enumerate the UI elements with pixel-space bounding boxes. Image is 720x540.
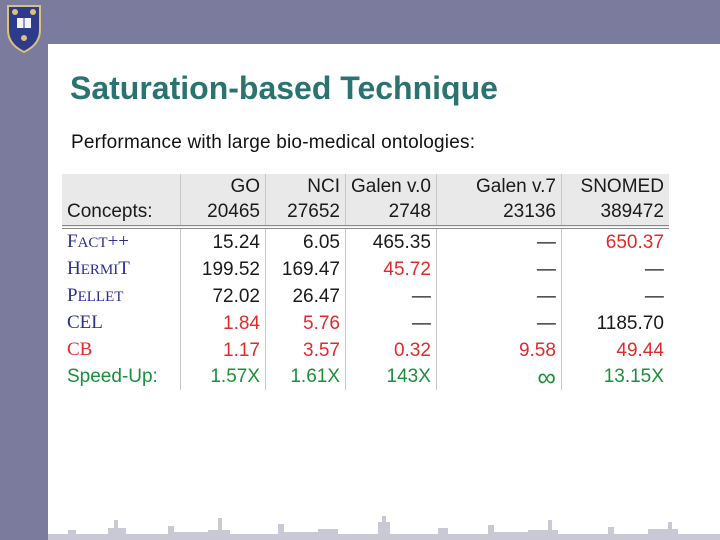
infinity-symbol: ∞	[435, 364, 562, 390]
table-cell: —	[435, 227, 562, 256]
table-cell-highlight: 9.58	[435, 337, 562, 364]
table-cell: 465.35	[345, 227, 437, 256]
row-label: Speed-Up:	[67, 366, 158, 387]
table-cell-highlight: 5.76	[265, 310, 346, 337]
table-cell-highlight: 0.32	[345, 337, 437, 364]
table-cell-highlight: 650.37	[560, 227, 669, 256]
table-cell: —	[345, 283, 437, 310]
table-row: HERMIT 199.52 169.47 45.72 — —	[62, 256, 669, 283]
city-skyline-decoration	[48, 516, 720, 540]
reasoner-name-part: ERMI	[80, 262, 119, 278]
table-cell: 389472	[560, 199, 669, 229]
table-row: CB 1.17 3.57 0.32 9.58 49.44	[62, 337, 669, 364]
top-banner	[0, 0, 720, 44]
table-row: PELLET 72.02 26.47 — — —	[62, 283, 669, 310]
table-cell-speedup: 1.57X	[180, 364, 266, 390]
table-cell-highlight: 45.72	[345, 256, 437, 283]
reasoner-name-part: F	[67, 231, 78, 252]
table-header-row: GO NCI Galen v.0 Galen v.7 SNOMED	[62, 174, 669, 199]
reasoner-name: HERMIT	[62, 256, 181, 283]
table-cell: 169.47	[265, 256, 346, 283]
reasoner-name-part: ELLET	[77, 289, 124, 305]
reasoner-name-part: CEL	[67, 312, 103, 333]
reasoner-name-part: CB	[67, 339, 93, 360]
table-cell-highlight: 3.57	[265, 337, 346, 364]
table-cell: 15.24	[180, 227, 266, 256]
reasoner-name-part: H	[67, 258, 81, 279]
table-cell: —	[435, 256, 562, 283]
table-cell: 6.05	[265, 227, 346, 256]
reasoner-name: FACT++	[62, 227, 181, 256]
reasoner-name: CEL	[62, 310, 181, 337]
table-cell-speedup: 143X	[345, 364, 437, 390]
table-cell-highlight: 49.44	[560, 337, 669, 364]
table-cell: 26.47	[265, 283, 346, 310]
table-cell: 20465	[180, 199, 266, 229]
table-row: FACT++ 15.24 6.05 465.35 — 650.37	[62, 227, 669, 256]
table-row: CEL 1.84 5.76 — — 1185.70	[62, 310, 669, 337]
table-cell-speedup: 13.15X	[560, 364, 669, 390]
row-label: Concepts:	[62, 199, 181, 229]
slide-subtitle: Performance with large bio-medical ontol…	[71, 132, 476, 153]
speedup-row: Speed-Up: 1.57X 1.61X 143X ∞ 13.15X	[62, 364, 669, 390]
table-cell: —	[435, 283, 562, 310]
table-cell-highlight: 1.17	[180, 337, 266, 364]
reasoner-name-part: T	[118, 258, 130, 279]
table-cell: —	[345, 310, 437, 337]
reasoner-name: PELLET	[62, 283, 181, 310]
table-cell: 72.02	[180, 283, 266, 310]
slide-title: Saturation-based Technique	[70, 70, 498, 106]
reasoner-name-part: P	[67, 285, 78, 306]
table-cell: —	[435, 310, 562, 337]
column-header: Galen v.7	[435, 174, 562, 199]
table-cell: 2748	[345, 199, 437, 229]
table-cell: 27652	[265, 199, 346, 229]
column-header: NCI	[265, 174, 346, 199]
university-crest-icon	[7, 5, 41, 54]
reasoner-name: CB	[62, 337, 181, 364]
column-header: Galen v.0	[345, 174, 437, 199]
header-empty-cell	[62, 174, 181, 199]
table-cell: —	[560, 256, 669, 283]
performance-table: GO NCI Galen v.0 Galen v.7 SNOMED Concep…	[62, 174, 669, 390]
table-cell: 1185.70	[560, 310, 669, 337]
column-header: SNOMED	[560, 174, 669, 199]
reasoner-name-part: ACT	[77, 235, 108, 251]
concepts-row: Concepts: 20465 27652 2748 23136 389472	[62, 199, 669, 229]
table-cell-highlight: 1.84	[180, 310, 266, 337]
reasoner-name-part: ++	[107, 231, 130, 252]
left-sidebar-band	[0, 0, 48, 540]
column-header: GO	[180, 174, 266, 199]
table-cell: 199.52	[180, 256, 266, 283]
table-cell: —	[560, 283, 669, 310]
table-cell: 23136	[435, 199, 562, 229]
table-cell-speedup: 1.61X	[265, 364, 346, 390]
